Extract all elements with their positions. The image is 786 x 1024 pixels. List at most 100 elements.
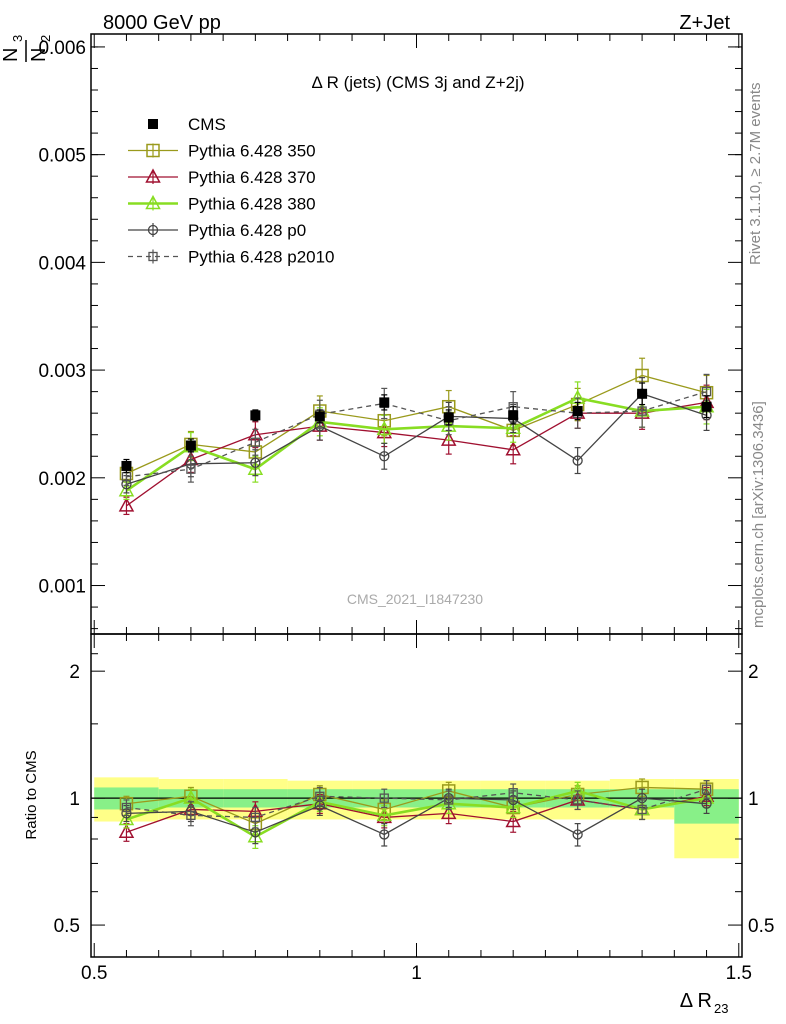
header-left: 8000 GeV pp (103, 12, 221, 34)
ratio-data-series (118, 778, 715, 849)
series-pythia-6-428-p0 (121, 377, 712, 494)
data-point (505, 441, 521, 456)
data-point (379, 397, 390, 408)
data-point (440, 804, 457, 820)
ratio-ytick-label-right: 1 (748, 789, 759, 810)
ratio-ytick-label: 2 (69, 662, 80, 683)
main-ytick-label: 0.005 (38, 146, 86, 167)
data-point (250, 457, 261, 468)
mcplots-label: mcplots.cern.ch [arXiv:1306.3436] (750, 401, 767, 628)
ratio-ytick-label-right: 2 (748, 662, 759, 683)
data-point (701, 401, 712, 412)
ylabel-numerator-sub: 3 (10, 35, 25, 42)
xtick-label: 0.5 (81, 963, 107, 984)
series-line (126, 789, 707, 839)
legend-label: Pythia 6.428 380 (188, 195, 316, 214)
xlabel: Δ R (680, 990, 712, 1012)
series-line (126, 374, 707, 475)
data-point (186, 810, 196, 821)
data-point (118, 482, 135, 497)
data-point (444, 795, 454, 805)
data-point (121, 802, 132, 813)
legend-marker (146, 143, 160, 158)
main-ytick-label: 0.001 (38, 577, 86, 598)
data-point (379, 793, 389, 803)
series-pythia-6-428-p2010 (121, 373, 712, 486)
data-point (376, 806, 393, 822)
legend-marker (145, 168, 161, 183)
data-point (508, 410, 519, 421)
data-point (376, 420, 393, 436)
xtick-label: 1.5 (726, 963, 752, 984)
data-point (185, 440, 196, 451)
ylabel-denominator-sub: 2 (38, 35, 53, 42)
series-line (126, 797, 707, 836)
legend-label: Pythia 6.428 p2010 (188, 248, 335, 267)
header-right: Z+Jet (679, 12, 730, 34)
series-line (126, 391, 707, 478)
ratio-ytick-label: 0.5 (54, 916, 80, 937)
data-point (186, 464, 196, 474)
data-point (508, 788, 518, 798)
series-line (125, 396, 707, 492)
data-point (572, 795, 583, 805)
data-point (572, 829, 583, 840)
ratio-ytick-label: 1 (69, 789, 80, 810)
x-axis-label: Δ R 23 (680, 990, 729, 1016)
data-point (637, 388, 648, 399)
data-point (250, 410, 261, 421)
legend-marker (148, 251, 158, 262)
axis-ticks: 0.001 0.002 0.003 0.004 0.005 0.006 0.5 0.5 1 1 2 2… (38, 34, 774, 984)
data-point (701, 798, 712, 809)
data-point (315, 791, 325, 801)
series-cms (121, 382, 712, 474)
legend-label: CMS (188, 115, 226, 134)
data-point (250, 812, 261, 823)
main-data-series (118, 357, 715, 516)
data-point (701, 784, 712, 794)
data-point (118, 497, 135, 512)
data-point (121, 460, 132, 471)
legend-label: Pythia 6.428 p0 (188, 221, 306, 240)
data-point (505, 812, 521, 828)
xtick-label: 1 (411, 963, 422, 984)
legend-marker (145, 194, 161, 210)
main-ytick-label: 0.003 (38, 361, 86, 382)
xlabel-sub: 23 (714, 1001, 728, 1016)
data-point (379, 829, 390, 840)
main-ytick-label: 0.006 (38, 38, 86, 59)
data-point (505, 419, 521, 435)
legend-label: Pythia 6.428 370 (188, 168, 316, 187)
watermark: CMS_2021_I1847230 (347, 591, 483, 607)
data-point (314, 411, 325, 422)
data-point (443, 412, 454, 423)
legend-marker (147, 224, 159, 236)
series-pythia-6-428-370 (118, 384, 715, 516)
main-ytick-label: 0.004 (38, 253, 86, 274)
main-y-axis-label: N 3 N 2 (0, 35, 53, 62)
data-point (250, 437, 261, 447)
data-point (637, 406, 647, 416)
data-point (118, 823, 135, 838)
ylabel-denominator: N (28, 48, 50, 62)
legend-marker (148, 119, 158, 129)
series-pythia-6-428-p2010 (121, 780, 712, 829)
legend: CMS Pythia 6.428 350 Pythia 6.428 370 Pythi… (128, 115, 335, 267)
ratio-y-axis-label: Ratio to CMS (23, 750, 40, 839)
data-point (637, 804, 647, 815)
series-line (126, 393, 707, 485)
data-point (118, 810, 135, 826)
data-point (505, 798, 521, 814)
data-point (379, 451, 390, 462)
ratio-ytick-label-right: 0.5 (748, 916, 774, 937)
data-point (572, 406, 583, 417)
data-point (572, 455, 583, 466)
series-pythia-6-428-380 (118, 381, 715, 500)
rivet-version-label: Rivet 3.1.10, ≥ 2.7M events (747, 83, 764, 266)
series-line (126, 788, 707, 819)
legend-label: Pythia 6.428 350 (188, 142, 316, 161)
main-title: Δ R (jets) (CMS 3j and Z+2j) (311, 73, 524, 92)
data-point (440, 431, 457, 446)
main-ytick-label: 0.002 (38, 469, 86, 490)
